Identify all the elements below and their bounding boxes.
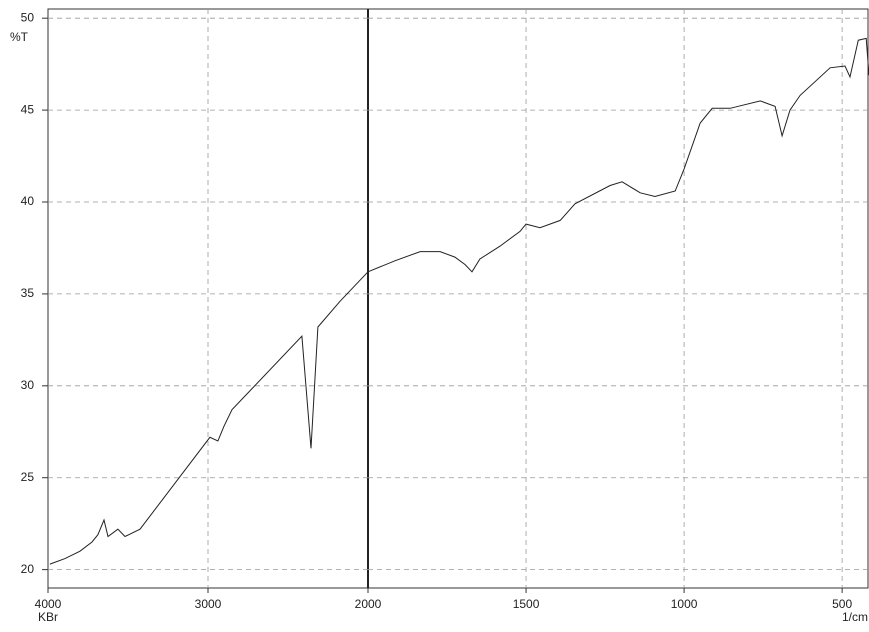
plot-frame bbox=[47, 8, 869, 589]
y-tick-label: 45 bbox=[21, 102, 35, 116]
x-tick-label: 2000 bbox=[355, 597, 382, 611]
x-tick-label: 500 bbox=[832, 597, 852, 611]
spectrum-line bbox=[367, 37, 869, 273]
y-axis-label: %T bbox=[10, 30, 29, 44]
y-tick-label: 35 bbox=[21, 286, 35, 300]
x-tick-label: 3000 bbox=[195, 597, 222, 611]
spectrum-line bbox=[49, 271, 369, 565]
y-tick-label: 50 bbox=[21, 10, 35, 24]
y-tick-label: 20 bbox=[21, 562, 35, 576]
x-tick-label: 1000 bbox=[671, 597, 698, 611]
x-tick-label: 4000 bbox=[35, 597, 62, 611]
x-tick-label: 1500 bbox=[513, 597, 540, 611]
y-tick-label: 25 bbox=[21, 470, 35, 484]
x-axis-label: KBr bbox=[38, 610, 58, 624]
y-tick-label: 30 bbox=[21, 378, 35, 392]
x-axis-label: 1/cm bbox=[842, 610, 868, 624]
y-tick-label: 40 bbox=[21, 194, 35, 208]
